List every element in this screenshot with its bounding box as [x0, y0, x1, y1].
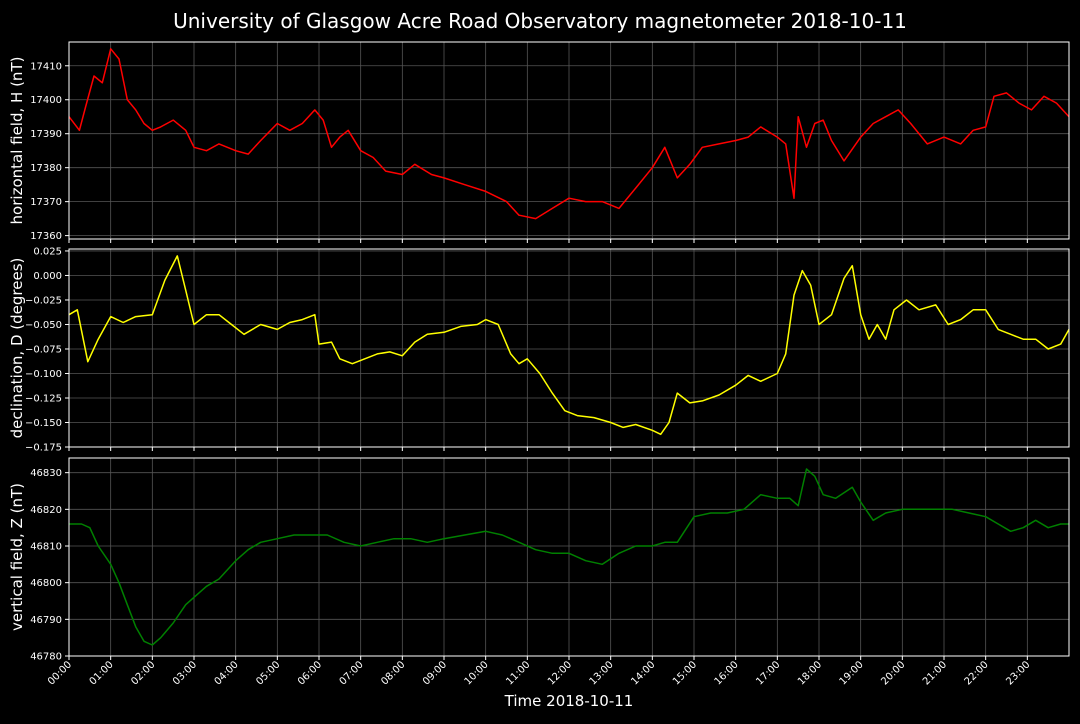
x-tick-label: 04:00: [213, 659, 241, 687]
x-tick-label: 09:00: [421, 659, 449, 687]
declination-y-tick-label: −0.075: [25, 344, 62, 355]
declination-y-axis-label: declination, D (degrees): [8, 258, 26, 439]
declination-y-tick-label: −0.050: [25, 320, 62, 331]
x-tick-label: 23:00: [1004, 659, 1032, 687]
h-field-y-tick-label: 17380: [30, 163, 62, 174]
h-field-axes-frame: [68, 41, 1070, 240]
x-tick-label: 19:00: [838, 659, 866, 687]
declination-y-tick-label: −0.150: [25, 418, 62, 429]
h-field-y-tick-label: 17370: [30, 197, 62, 208]
z-field-y-tick-label: 46810: [30, 542, 62, 553]
z-field-y-axis-label: vertical field, Z (nT): [8, 483, 26, 631]
x-tick-label: 14:00: [629, 659, 657, 687]
chart-title: University of Glasgow Acre Road Observat…: [173, 9, 907, 33]
x-tick-label: 15:00: [671, 659, 699, 687]
declination-y-tick-label: −0.125: [25, 393, 62, 404]
x-tick-label: 05:00: [254, 659, 282, 687]
declination-y-tick-label: −0.100: [25, 369, 62, 380]
x-tick-label: 03:00: [171, 659, 199, 687]
x-axis-label: Time 2018-10-11: [504, 692, 634, 710]
x-tick-label: 17:00: [754, 659, 782, 687]
declination-y-tick-label: 0.000: [33, 271, 62, 282]
h-field-series-line: [68, 48, 1070, 220]
x-tick-label: 11:00: [504, 659, 532, 687]
declination-y-tick-label: −0.025: [25, 295, 62, 306]
x-tick-label: 12:00: [546, 659, 574, 687]
h-field-y-tick-label: 17360: [30, 231, 62, 242]
x-tick-label: 06:00: [296, 659, 324, 687]
z-field-y-tick-label: 46790: [30, 615, 62, 626]
declination-series-line: [68, 255, 1070, 436]
z-field-y-tick-label: 46820: [30, 505, 62, 516]
x-tick-label: 21:00: [921, 659, 949, 687]
declination-axes-frame: [68, 248, 1070, 448]
declination-y-tick-label: 0.025: [33, 246, 62, 257]
h-field-y-axis-label: horizontal field, H (nT): [8, 57, 26, 225]
x-tick-label: 02:00: [129, 659, 157, 687]
z-field-axes-frame: [68, 457, 1070, 657]
z-field-y-tick-label: 46800: [30, 578, 62, 589]
x-tick-label: 00:00: [46, 659, 74, 687]
z-field-series-line: [69, 468, 1069, 646]
x-tick-label: 20:00: [879, 659, 907, 687]
x-tick-label: 10:00: [463, 659, 491, 687]
h-field-y-tick-label: 17400: [30, 95, 62, 106]
x-tick-label: 22:00: [963, 659, 991, 687]
x-tick-label: 16:00: [713, 659, 741, 687]
x-tick-label: 07:00: [338, 659, 366, 687]
z-field-y-tick-label: 46780: [30, 652, 62, 663]
x-tick-label: 18:00: [796, 659, 824, 687]
h-field-y-tick-label: 17390: [30, 129, 62, 140]
x-tick-label: 13:00: [588, 659, 616, 687]
x-tick-label: 01:00: [88, 659, 116, 687]
z-field-y-tick-label: 46830: [30, 468, 62, 479]
declination-y-tick-label: −0.175: [25, 443, 62, 454]
h-field-y-tick-label: 17410: [30, 61, 62, 72]
x-tick-label: 08:00: [379, 659, 407, 687]
